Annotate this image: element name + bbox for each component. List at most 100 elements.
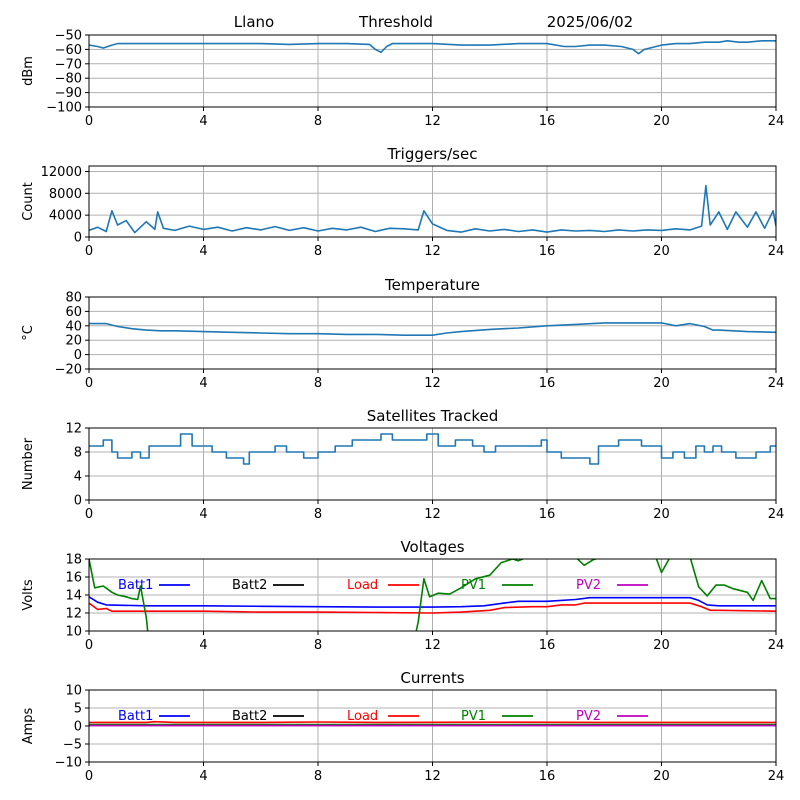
legend-label: PV1 <box>461 709 486 724</box>
y-tick-label: −90 <box>55 86 82 101</box>
panel-title: Currents <box>400 669 464 687</box>
series-line <box>89 602 776 614</box>
x-tick-label: 20 <box>653 769 670 784</box>
y-tick-label: 80 <box>65 291 82 306</box>
y-axis-title: Number <box>21 437 36 490</box>
y-tick-label: 14 <box>65 589 82 604</box>
x-tick-label: 4 <box>199 638 207 653</box>
series-line <box>89 322 776 336</box>
x-tick-label: 24 <box>768 244 785 259</box>
chart-panel: 0 4 8 12 16 20 24 −10 −5 0 5 10 Amps Currents Batt1 Bat… <box>21 669 784 784</box>
x-tick-label: 20 <box>653 507 670 522</box>
legend-label: Batt1 <box>118 709 153 724</box>
x-tick-label: 16 <box>539 244 556 259</box>
x-tick-label: 4 <box>199 376 207 391</box>
legend-label: PV1 <box>461 578 486 593</box>
chart-panel: 0 4 8 12 16 20 24 10 12 14 16 18 Volts Voltages Batt1 B… <box>21 538 784 653</box>
panel-title: Satellites Tracked <box>367 407 498 425</box>
y-axis-title: Amps <box>21 707 36 744</box>
y-tick-label: −60 <box>55 43 82 58</box>
chart-panel: 0 4 8 12 16 20 24 0 4000 8000 12000 Count Triggers/s… <box>21 145 784 259</box>
y-tick-label: 60 <box>65 305 82 320</box>
y-tick-label: 12000 <box>41 165 82 180</box>
x-tick-label: 20 <box>653 244 670 259</box>
x-tick-label: 0 <box>85 244 93 259</box>
x-tick-label: 12 <box>424 244 441 259</box>
series-line <box>89 433 776 465</box>
legend-label: Batt2 <box>232 578 267 593</box>
x-tick-label: 0 <box>85 376 93 391</box>
y-tick-label: 18 <box>65 553 82 568</box>
x-tick-label: 16 <box>539 114 556 129</box>
y-tick-label: 0 <box>74 494 82 509</box>
y-tick-label: −20 <box>55 363 82 378</box>
x-tick-label: 12 <box>424 114 441 129</box>
y-tick-label: 12 <box>65 422 82 437</box>
series-line <box>89 596 776 608</box>
y-tick-label: 5 <box>74 702 82 717</box>
x-tick-label: 24 <box>768 114 785 129</box>
y-tick-label: 10 <box>65 684 82 699</box>
series-group <box>89 322 776 336</box>
x-tick-label: 20 <box>653 376 670 391</box>
x-tick-label: 24 <box>768 507 785 522</box>
x-tick-label: 0 <box>85 114 93 129</box>
y-tick-label: 20 <box>65 334 82 349</box>
panel-title: Temperature <box>384 276 480 294</box>
y-tick-label: 0 <box>74 348 82 363</box>
y-tick-label: 12 <box>65 607 82 622</box>
x-tick-label: 8 <box>314 376 322 391</box>
x-tick-label: 20 <box>653 638 670 653</box>
x-tick-label: 8 <box>314 507 322 522</box>
series-line <box>89 720 776 724</box>
series-group <box>89 184 776 234</box>
x-tick-label: 4 <box>199 244 207 259</box>
y-tick-label: −100 <box>46 101 82 116</box>
series-group <box>89 433 776 465</box>
panel-title: Triggers/sec <box>387 145 478 163</box>
y-tick-label: 8000 <box>49 187 82 202</box>
x-tick-label: 0 <box>85 638 93 653</box>
x-tick-label: 24 <box>768 769 785 784</box>
x-tick-label: 16 <box>539 376 556 391</box>
x-tick-label: 12 <box>424 507 441 522</box>
x-tick-label: 16 <box>539 638 556 653</box>
y-tick-label: 0 <box>74 720 82 735</box>
x-tick-label: 24 <box>768 376 785 391</box>
chart-panel: 0 4 8 12 16 20 24 −100−90−80−70−60−50 dBm <box>21 29 784 130</box>
y-tick-label: −80 <box>55 72 82 87</box>
y-axis-title: Volts <box>21 579 36 611</box>
series-group <box>89 559 776 631</box>
legend-label: PV2 <box>576 578 601 593</box>
series-line <box>89 184 776 234</box>
y-tick-label: −10 <box>55 756 82 771</box>
y-axis-title: °C <box>21 325 36 341</box>
x-tick-label: 12 <box>424 376 441 391</box>
series-group <box>89 720 776 727</box>
y-tick-label: 4 <box>74 470 82 485</box>
header-date: 2025/06/02 <box>547 13 633 31</box>
x-tick-label: 24 <box>768 638 785 653</box>
chart-panel: 0 4 8 12 16 20 24 0 4 8 12 Number Satellites Tracked <box>21 407 784 522</box>
x-tick-label: 12 <box>424 769 441 784</box>
header-station: Llano <box>234 13 274 31</box>
y-axis-title: Count <box>21 182 36 221</box>
y-tick-label: 10 <box>65 625 82 640</box>
series-line <box>89 40 776 55</box>
y-tick-label: −50 <box>55 29 82 44</box>
x-tick-label: 16 <box>539 769 556 784</box>
x-tick-label: 8 <box>314 244 322 259</box>
x-tick-label: 8 <box>314 114 322 129</box>
series-group <box>89 40 776 55</box>
x-tick-label: 8 <box>314 769 322 784</box>
legend-label: Load <box>347 709 378 724</box>
y-tick-label: 16 <box>65 571 82 586</box>
x-tick-label: 4 <box>199 507 207 522</box>
legend-label: Batt2 <box>232 709 267 724</box>
legend-label: PV2 <box>576 709 601 724</box>
y-tick-label: 0 <box>74 231 82 246</box>
x-tick-label: 20 <box>653 114 670 129</box>
y-axis-title: dBm <box>21 56 36 86</box>
